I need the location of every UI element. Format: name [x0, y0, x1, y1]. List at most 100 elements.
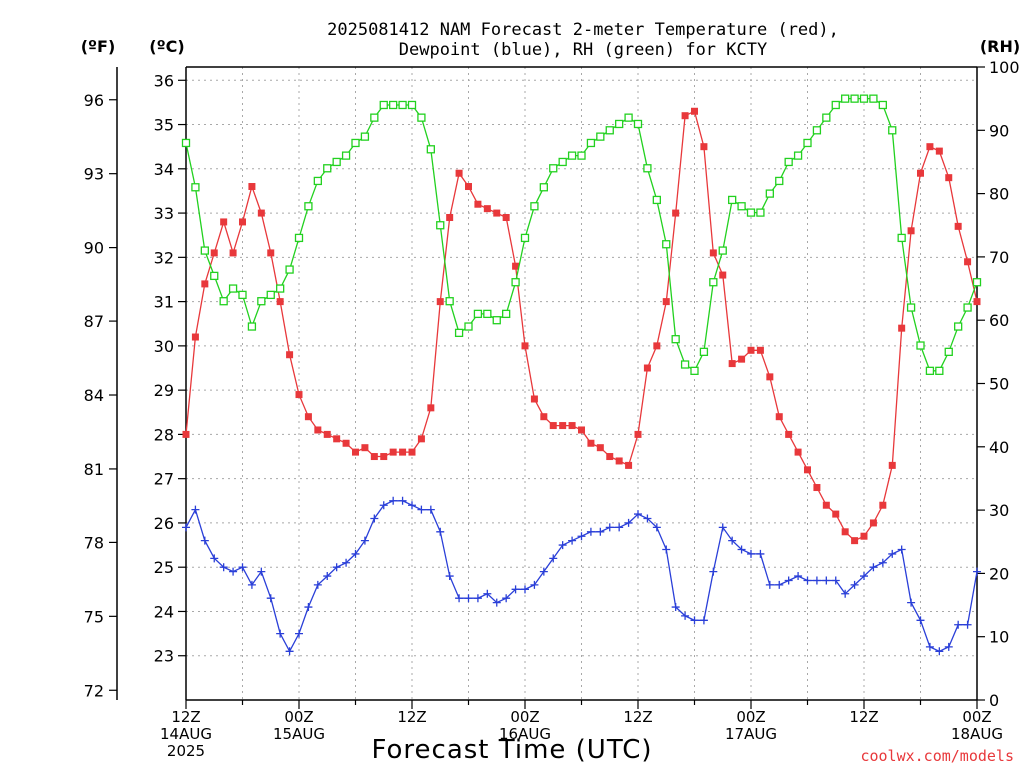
rh-point	[407, 100, 417, 110]
temperature-point	[917, 169, 924, 177]
temperature-point	[728, 360, 736, 368]
temperature-point	[841, 528, 849, 536]
celsius-tick-label: 23	[154, 647, 174, 666]
rh-point	[699, 347, 709, 357]
fahrenheit-tick-label: 87	[84, 312, 104, 331]
dewpoint-point	[257, 567, 266, 576]
rh-point	[925, 366, 935, 375]
dewpoint-point	[690, 616, 699, 625]
dewpoint-point	[313, 580, 322, 589]
rh-point	[266, 290, 275, 300]
temperature-point	[352, 448, 359, 456]
x-tick-label: 15AUG	[273, 725, 325, 743]
rh-point	[511, 278, 520, 287]
temperature-point	[804, 466, 811, 474]
rh-point	[878, 100, 887, 110]
temperature-point	[691, 107, 698, 115]
temperature-point	[869, 519, 877, 527]
celsius-tick-label: 25	[154, 558, 174, 577]
temperature-point	[201, 280, 209, 288]
rh-tick-label: 80	[989, 185, 1009, 204]
rh-point	[850, 94, 859, 103]
rh-point	[360, 132, 370, 141]
dewpoint-point	[615, 523, 624, 532]
dewpoint-point	[210, 554, 219, 563]
celsius-tick-label: 31	[154, 293, 174, 312]
dewpoint-point	[379, 501, 388, 510]
temperature-point	[888, 461, 896, 469]
dewpoint-point	[784, 576, 793, 585]
dewpoint-point	[436, 527, 445, 536]
celsius-unit-label: (ºC)	[149, 37, 184, 56]
temperature-point	[323, 430, 331, 438]
temperature-point	[662, 298, 670, 306]
rh-point	[436, 221, 445, 230]
dewpoint-point	[869, 563, 878, 572]
temperature-point	[615, 457, 623, 465]
dewpoint-point	[756, 549, 765, 558]
dewpoint-point	[229, 567, 238, 576]
dewpoint-point	[483, 589, 492, 598]
dewpoint-point	[944, 642, 953, 651]
temperature-point	[709, 249, 717, 257]
dewpoint-point	[285, 647, 294, 656]
rh-point	[502, 309, 511, 319]
rh-point	[304, 202, 313, 211]
dewpoint-point	[568, 536, 577, 545]
fahrenheit-unit-label: (ºF)	[81, 37, 116, 56]
rh-point	[916, 341, 925, 350]
temperature-point	[625, 461, 633, 469]
dewpoint-point	[577, 532, 586, 541]
rh-point	[558, 157, 567, 167]
series-temperature	[182, 107, 981, 545]
rh-point	[633, 119, 643, 129]
fahrenheit-tick-label: 78	[84, 533, 104, 552]
temperature-point	[766, 373, 774, 381]
rh-point	[530, 202, 539, 211]
dewpoint-point	[191, 505, 200, 514]
chart-title-line-2: Dewpoint (blue), RH (green) for KCTY	[399, 40, 767, 60]
celsius-tick-label: 32	[154, 248, 174, 267]
temperature-point	[643, 364, 651, 372]
rh-point	[624, 113, 633, 122]
chart-axes	[109, 66, 985, 709]
data-series	[181, 94, 982, 656]
dewpoint-point	[925, 642, 934, 651]
rh-point	[841, 94, 850, 103]
dewpoint-point	[709, 567, 718, 576]
rh-point	[200, 246, 209, 255]
fahrenheit-tick-label: 90	[84, 239, 104, 258]
rh-point	[709, 278, 718, 287]
temperature-point	[935, 147, 943, 155]
dewpoint-point	[747, 549, 755, 558]
celsius-tick-label: 27	[154, 470, 174, 489]
temperature-point	[370, 453, 378, 461]
credit-text: coolwx.com/models	[860, 747, 1014, 765]
temperature-point	[257, 209, 265, 217]
dewpoint-point	[266, 594, 275, 603]
rh-point	[643, 164, 652, 173]
celsius-tick-label: 35	[154, 116, 174, 135]
temperature-point	[483, 205, 491, 213]
rh-point	[746, 208, 756, 217]
dewpoint-point	[803, 576, 812, 585]
rh-point	[784, 157, 793, 167]
dewpoint-point	[276, 629, 285, 638]
dewpoint-point	[539, 567, 548, 576]
x-tick-label: 12Z	[623, 708, 652, 726]
temperature-point	[587, 439, 595, 447]
rh-point	[389, 100, 398, 110]
dewpoint-point	[662, 545, 671, 554]
temperature-point	[794, 448, 802, 456]
celsius-tick-label: 30	[154, 337, 174, 356]
temperature-point	[521, 342, 529, 350]
dewpoint-point	[464, 594, 473, 603]
dewpoint-point	[812, 576, 821, 585]
dewpoint-point	[916, 616, 925, 625]
rh-point	[323, 164, 332, 173]
temperature-point	[389, 448, 397, 456]
temperature-point	[954, 222, 962, 230]
rh-point	[219, 297, 228, 306]
dewpoint-point	[370, 514, 379, 523]
dewpoint-point	[841, 589, 850, 598]
